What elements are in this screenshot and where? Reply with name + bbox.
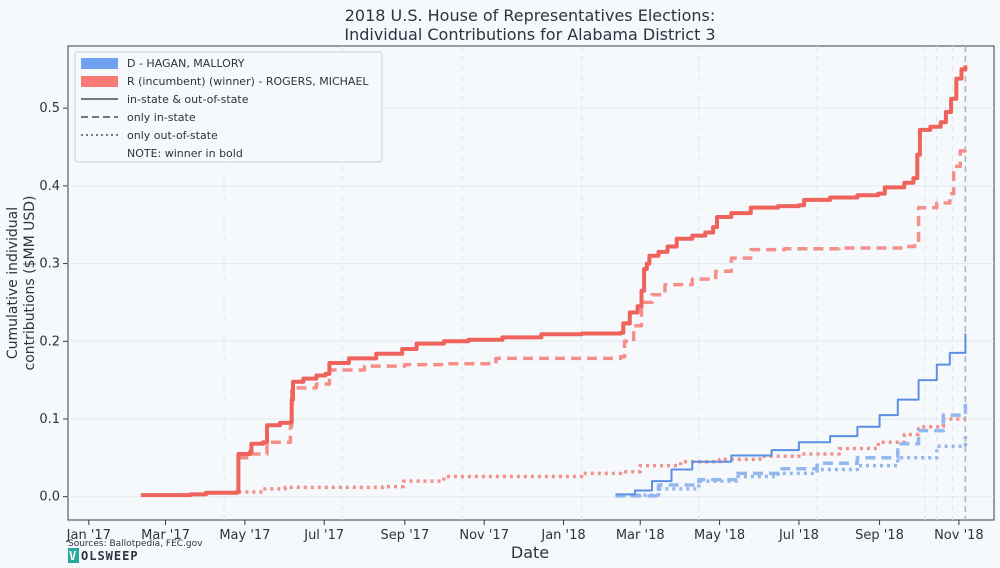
- series-r-solid-line: [140, 65, 968, 498]
- series-r-dotted-line: [238, 417, 966, 494]
- x-tick-label: Jul '18: [778, 528, 819, 543]
- y-tick-label: 0.0: [39, 490, 60, 505]
- x-tick-label: Sep '18: [855, 528, 904, 543]
- plot-area: Jan '17 Mar '17 May '17 Jul '17 Sep '17 Nov '…: [39, 45, 995, 543]
- x-tick-label: Jan '18: [540, 528, 585, 543]
- x-axis-label: Date: [511, 543, 549, 562]
- x-tick-label: Mar '17: [141, 528, 190, 543]
- legend-label: R (incumbent) (winner) - ROGERS, MICHAEL: [127, 75, 369, 88]
- legend-label: only in-state: [127, 111, 196, 124]
- legend-label: NOTE: winner in bold: [127, 147, 243, 160]
- series-d-dashed-line: [615, 397, 968, 498]
- legend-box: [74, 51, 383, 163]
- plot-frame: [67, 45, 995, 521]
- x-tick-label: Nov '18: [934, 528, 984, 543]
- x-tick-label: Jan '17: [66, 528, 111, 543]
- x-tick-label: Jul '17: [303, 528, 344, 543]
- y-axis-ticks: 0.0 0.1 0.2 0.3 0.4 0.5: [39, 101, 68, 505]
- y-tick-label: 0.4: [39, 179, 60, 194]
- chart-title-line-2: Individual Contributions for Alabama Dis…: [344, 25, 715, 44]
- x-tick-label: Nov '17: [459, 528, 509, 543]
- legend-label: D - HAGAN, MALLORY: [127, 57, 245, 70]
- series-r-dashed-line: [238, 148, 968, 460]
- y-tick-label: 0.3: [39, 257, 60, 272]
- logo-wordmark: OLSWEEP: [81, 549, 139, 563]
- series-d-solid-line: [615, 333, 967, 496]
- legend-label: in-state & out-of-state: [127, 93, 249, 106]
- legend-swatch: [81, 58, 118, 69]
- series-layer: [140, 65, 968, 498]
- legend-swatch: [81, 76, 118, 87]
- logo-badge-letter: V: [69, 549, 77, 563]
- x-tick-label: Sep '17: [380, 528, 429, 543]
- legend-label: only out-of-state: [127, 129, 218, 142]
- volsweep-logo: V OLSWEEP: [68, 548, 139, 563]
- series-d-dotted-line: [615, 433, 968, 497]
- x-axis-ticks: Jan '17 Mar '17 May '17 Jul '17 Sep '17 Nov '…: [66, 520, 984, 543]
- legend-items: D - HAGAN, MALLORY R (incumbent) (winner)…: [81, 57, 369, 160]
- x-tick-label: May '18: [694, 528, 745, 543]
- logo-badge: [68, 548, 79, 563]
- y-axis-label-line-2: contributions ($MM USD): [22, 196, 38, 371]
- grid-layer: [68, 46, 994, 520]
- sources-note: Sources: Ballotpedia, FEC.gov: [68, 539, 203, 549]
- y-axis-label-line-1: Cumulative individual: [5, 207, 21, 359]
- legend: D - HAGAN, MALLORY R (incumbent) (winner)…: [74, 51, 383, 163]
- x-tick-label: Mar '18: [616, 528, 665, 543]
- y-tick-label: 0.1: [39, 412, 60, 427]
- y-tick-label: 0.2: [39, 334, 60, 349]
- chart-title-line-1: 2018 U.S. House of Representatives Elect…: [345, 6, 716, 25]
- x-tick-label: May '17: [219, 528, 270, 543]
- y-tick-label: 0.5: [39, 101, 60, 116]
